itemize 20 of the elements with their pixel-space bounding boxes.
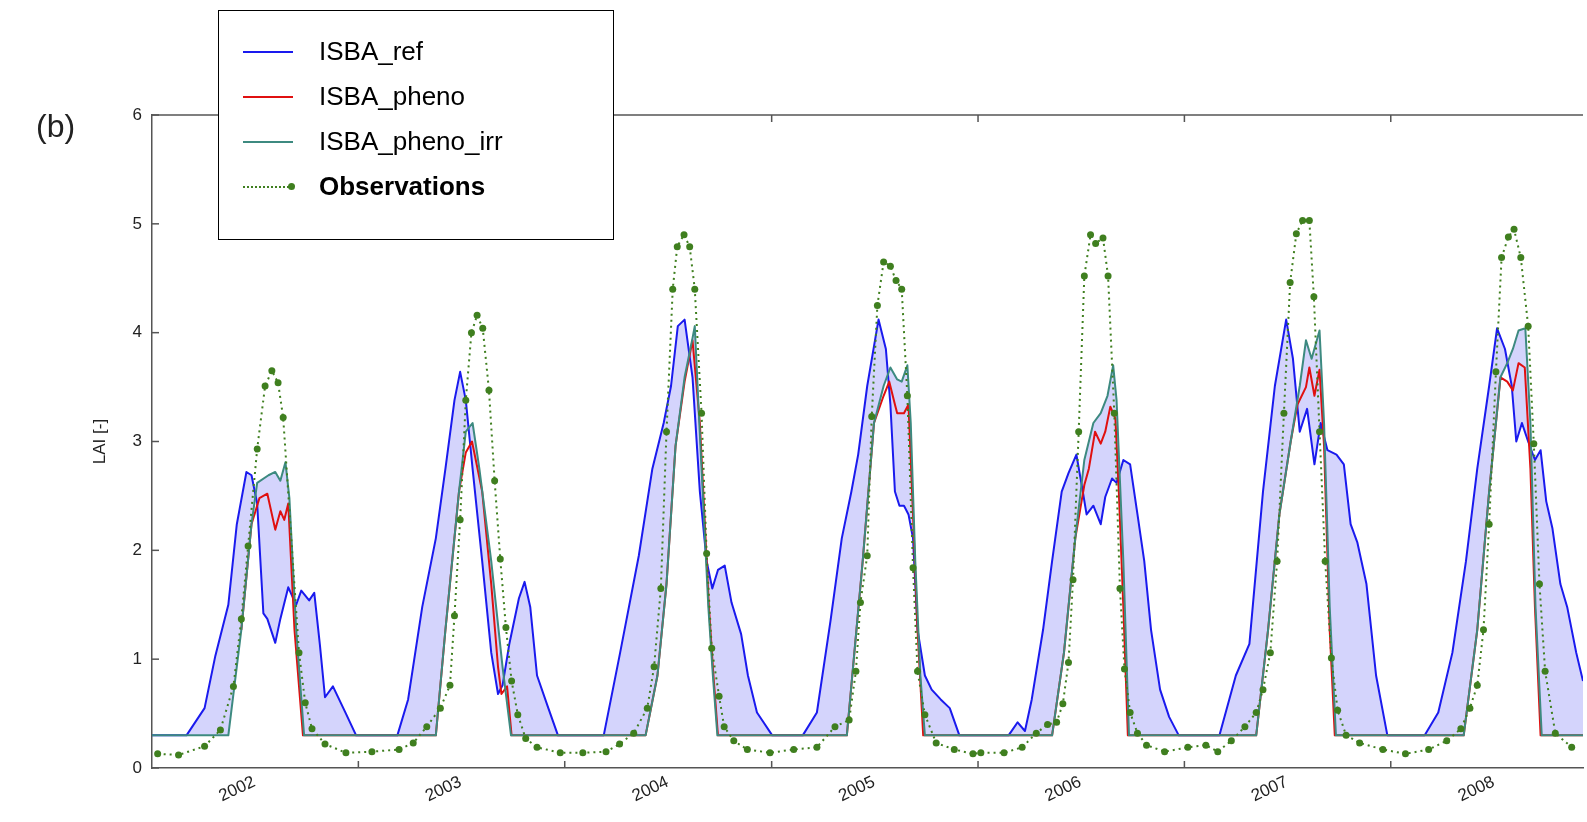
y-tick-label: 4 bbox=[132, 322, 142, 342]
y-tick-label: 5 bbox=[132, 213, 142, 233]
y-tick-label: 1 bbox=[132, 648, 142, 668]
x-tick-label: 2003 bbox=[422, 771, 465, 806]
x-tick-label: 2008 bbox=[1455, 771, 1498, 806]
y-axis-title: LAI [-] bbox=[89, 418, 109, 465]
y-tick-label: 3 bbox=[132, 431, 142, 451]
y-tick-label: 6 bbox=[132, 104, 142, 124]
x-tick-label: 2002 bbox=[215, 771, 259, 806]
x-tick-label: 2004 bbox=[628, 771, 672, 806]
y-tick-label: 2 bbox=[132, 540, 142, 560]
x-tick-label: 2007 bbox=[1248, 771, 1291, 806]
x-tick-label: 2006 bbox=[1041, 771, 1085, 806]
legend-label: ISBA_pheno bbox=[319, 80, 466, 113]
text: (b) bbox=[36, 107, 76, 144]
y-tick-label: 0 bbox=[132, 757, 142, 777]
legend-label: ISBA_ref bbox=[319, 35, 424, 68]
legend-label: Observations bbox=[319, 170, 486, 203]
legend-label: ISBA_pheno_irr bbox=[319, 125, 503, 158]
x-tick-label: 2005 bbox=[835, 771, 878, 806]
